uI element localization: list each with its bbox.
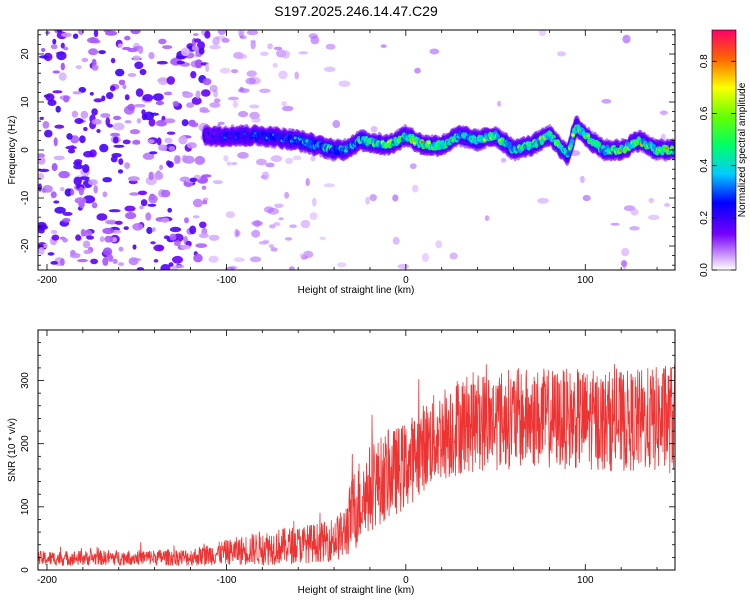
colorbar-tick-label: 0.6 [699, 106, 710, 120]
colorbar-tick-label: 0.0 [699, 263, 710, 277]
x-tick-label: 100 [577, 275, 594, 286]
x-tick-label: -100 [216, 275, 236, 286]
colorbar-tick-label: 0.4 [699, 158, 710, 172]
y-tick-label: 10 [20, 96, 31, 108]
y-tick-label: 200 [20, 435, 31, 452]
y-tick-label: 20 [20, 48, 31, 60]
snr-frame [37, 329, 676, 571]
snr-series-line [38, 364, 675, 567]
colorbar-axis: 0.0 0.2 0.4 0.6 0.8 [699, 54, 736, 277]
y-tick-label: -20 [20, 238, 31, 253]
y-tick-label: 100 [20, 498, 31, 515]
colorbar [711, 29, 737, 271]
snr-x-axis: -200 -100 0 100 [37, 330, 658, 586]
x-tick-label: -100 [216, 575, 236, 586]
y-tick-label: 300 [20, 372, 31, 389]
colorbar-tick-label: 0.8 [699, 54, 710, 68]
snr-x-label: Height of straight line (km) [298, 585, 415, 596]
y-tick-label: 0 [20, 567, 31, 573]
snr-y-axis: 0 100 200 300 [20, 329, 675, 573]
x-tick-label: 0 [403, 575, 409, 586]
snr-line-layer [38, 364, 675, 567]
snr-y-label: SNR (10 * v/v) [7, 418, 18, 482]
x-tick-label: -200 [37, 575, 57, 586]
colorbar-tick-label: 0.2 [699, 210, 710, 224]
heatmap-layer [38, 30, 675, 270]
chart-title: S197.2025.246.14.47.C29 [274, 3, 438, 19]
x-tick-label: 100 [577, 575, 594, 586]
heatmap-x-label: Height of straight line (km) [298, 285, 415, 296]
colorbar-label: Normalized spectral amplitude [737, 82, 748, 217]
x-tick-label: 0 [403, 275, 409, 286]
y-tick-label: -10 [20, 190, 31, 205]
heatmap-y-label: Frequency (Hz) [7, 116, 18, 185]
y-tick-label: 0 [20, 147, 31, 153]
heatmap-y-axis: -20 -10 0 10 20 [20, 34, 675, 266]
x-tick-label: -200 [37, 275, 57, 286]
heatmap-x-axis: -200 -100 0 100 [37, 30, 658, 286]
